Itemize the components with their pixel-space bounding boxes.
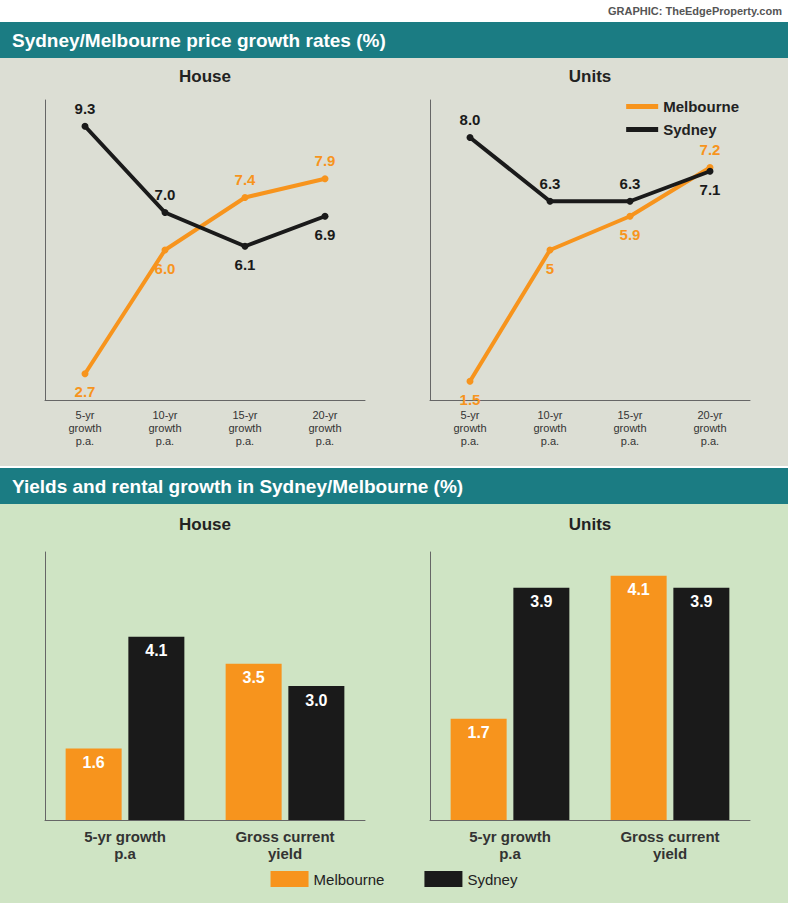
svg-text:9.3: 9.3 [75, 100, 96, 117]
svg-text:House: House [179, 515, 231, 534]
svg-text:Sydney: Sydney [663, 121, 717, 138]
svg-text:3.0: 3.0 [305, 692, 327, 709]
svg-text:growth: growth [228, 422, 261, 434]
svg-text:Sydney: Sydney [467, 871, 518, 888]
svg-text:6.9: 6.9 [315, 226, 336, 243]
svg-text:growth: growth [533, 422, 566, 434]
svg-text:6.1: 6.1 [235, 256, 256, 273]
svg-text:p.a.: p.a. [236, 435, 254, 447]
svg-text:p.a.: p.a. [156, 435, 174, 447]
svg-text:2.7: 2.7 [75, 383, 96, 400]
svg-text:Yields and rental growth in Sy: Yields and rental growth in Sydney/Melbo… [12, 476, 463, 497]
svg-text:3.9: 3.9 [530, 593, 552, 610]
svg-text:3.5: 3.5 [243, 669, 265, 686]
svg-text:5-yr: 5-yr [461, 409, 480, 421]
svg-text:growth: growth [148, 422, 181, 434]
svg-text:10-yr: 10-yr [152, 409, 177, 421]
svg-text:yield: yield [268, 845, 302, 862]
svg-text:growth: growth [453, 422, 486, 434]
svg-text:Gross current: Gross current [620, 828, 719, 845]
svg-text:growth: growth [613, 422, 646, 434]
svg-text:Melbourne: Melbourne [663, 98, 739, 115]
svg-text:p.a.: p.a. [621, 435, 639, 447]
svg-text:Sydney/Melbourne price growth: Sydney/Melbourne price growth rates (%) [12, 30, 386, 51]
svg-text:growth: growth [693, 422, 726, 434]
svg-text:1.7: 1.7 [468, 724, 490, 741]
svg-text:growth: growth [68, 422, 101, 434]
svg-text:Units: Units [569, 515, 612, 534]
svg-text:Units: Units [569, 67, 612, 86]
svg-text:4.1: 4.1 [145, 642, 167, 659]
svg-text:6.3: 6.3 [620, 175, 641, 192]
svg-text:7.0: 7.0 [155, 186, 176, 203]
svg-text:6.0: 6.0 [155, 260, 176, 277]
svg-text:7.4: 7.4 [235, 171, 257, 188]
svg-text:1.5: 1.5 [460, 391, 481, 408]
svg-text:3.9: 3.9 [690, 593, 712, 610]
svg-text:7.9: 7.9 [315, 152, 336, 169]
svg-text:p.a.: p.a. [701, 435, 719, 447]
svg-text:p.a.: p.a. [461, 435, 479, 447]
svg-text:20-yr: 20-yr [697, 409, 722, 421]
svg-text:5.9: 5.9 [620, 226, 641, 243]
svg-text:8.0: 8.0 [460, 111, 481, 128]
svg-text:6.3: 6.3 [540, 175, 561, 192]
svg-text:Melbourne: Melbourne [314, 871, 385, 888]
svg-text:20-yr: 20-yr [312, 409, 337, 421]
svg-text:1.6: 1.6 [83, 754, 105, 771]
svg-text:House: House [179, 67, 231, 86]
svg-text:p.a: p.a [499, 845, 521, 862]
svg-text:yield: yield [653, 845, 687, 862]
svg-text:p.a.: p.a. [76, 435, 94, 447]
svg-text:5: 5 [546, 260, 554, 277]
svg-text:Gross current: Gross current [235, 828, 334, 845]
svg-text:GRAPHIC: TheEdgeProperty.com: GRAPHIC: TheEdgeProperty.com [608, 5, 782, 17]
svg-text:4.1: 4.1 [628, 581, 650, 598]
svg-text:p.a.: p.a. [316, 435, 334, 447]
svg-text:p.a.: p.a. [541, 435, 559, 447]
svg-text:growth: growth [308, 422, 341, 434]
svg-text:5-yr growth: 5-yr growth [84, 828, 166, 845]
svg-text:10-yr: 10-yr [537, 409, 562, 421]
svg-text:7.1: 7.1 [700, 181, 721, 198]
svg-text:7.2: 7.2 [700, 141, 721, 158]
svg-text:5-yr growth: 5-yr growth [469, 828, 551, 845]
svg-text:15-yr: 15-yr [232, 409, 257, 421]
svg-text:15-yr: 15-yr [617, 409, 642, 421]
svg-text:5-yr: 5-yr [76, 409, 95, 421]
svg-text:p.a: p.a [114, 845, 136, 862]
